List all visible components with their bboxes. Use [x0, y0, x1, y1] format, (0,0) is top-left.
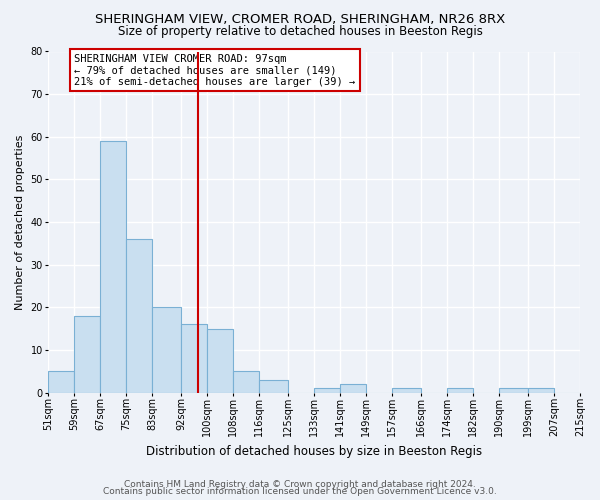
Bar [74, 316, 100, 392]
Text: Contains HM Land Registry data © Crown copyright and database right 2024.: Contains HM Land Registry data © Crown c… [124, 480, 476, 489]
Bar [259, 380, 289, 392]
Text: Contains public sector information licensed under the Open Government Licence v3: Contains public sector information licen… [103, 488, 497, 496]
Text: SHERINGHAM VIEW CROMER ROAD: 97sqm
← 79% of detached houses are smaller (149)
21: SHERINGHAM VIEW CROMER ROAD: 97sqm ← 79%… [74, 54, 356, 87]
Bar [499, 388, 528, 392]
Bar [126, 239, 152, 392]
Text: SHERINGHAM VIEW, CROMER ROAD, SHERINGHAM, NR26 8RX: SHERINGHAM VIEW, CROMER ROAD, SHERINGHAM… [95, 12, 505, 26]
Bar [100, 141, 126, 393]
Bar [340, 384, 366, 392]
Bar [392, 388, 421, 392]
Bar [152, 308, 181, 392]
Bar [233, 372, 259, 392]
Y-axis label: Number of detached properties: Number of detached properties [15, 134, 25, 310]
Bar [207, 328, 233, 392]
Bar [181, 324, 207, 392]
Bar [447, 388, 473, 392]
Bar [49, 372, 74, 392]
Text: Size of property relative to detached houses in Beeston Regis: Size of property relative to detached ho… [118, 25, 482, 38]
Bar [528, 388, 554, 392]
X-axis label: Distribution of detached houses by size in Beeston Regis: Distribution of detached houses by size … [146, 444, 482, 458]
Bar [314, 388, 340, 392]
